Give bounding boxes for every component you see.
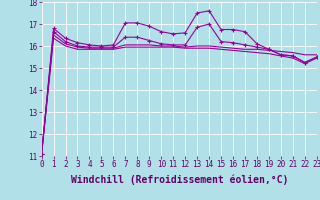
X-axis label: Windchill (Refroidissement éolien,°C): Windchill (Refroidissement éolien,°C) bbox=[70, 175, 288, 185]
